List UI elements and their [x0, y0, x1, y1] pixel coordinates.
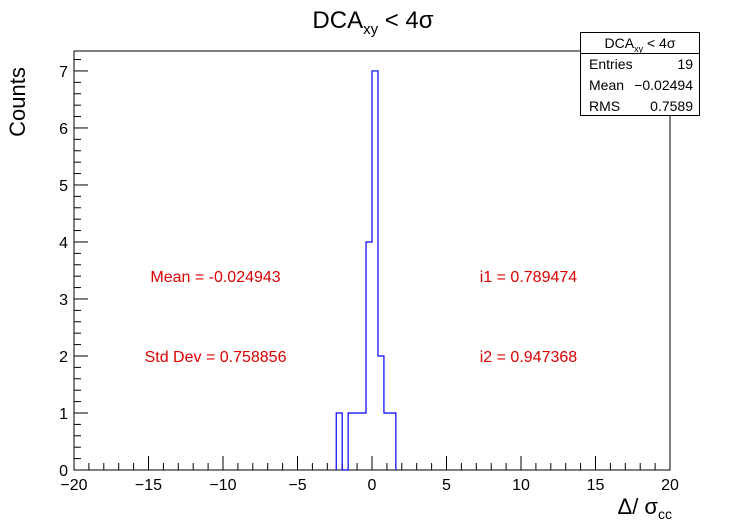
stats-row-rms: RMS 0.7589	[589, 98, 693, 114]
x-axis-label: Δ/ σcc	[618, 494, 673, 522]
y-tick-label: 4	[59, 235, 68, 252]
y-axis-ticks: 0 1 2 3 4 5 6 7	[59, 59, 88, 480]
y-axis-label: Counts	[5, 67, 30, 137]
x-tick-label: 5	[442, 477, 451, 494]
x-axis-ticks: −20 −15 −10 −5 0 5 10 15 20	[60, 456, 679, 494]
x-tick-label: 15	[587, 477, 605, 494]
chart-title: DCAxy < 4σ	[312, 7, 433, 38]
y-tick-label: 0	[59, 463, 68, 480]
y-tick-label: 6	[59, 121, 68, 138]
stats-row-mean: Mean −0.02494	[589, 77, 693, 93]
x-tick-label: −10	[209, 477, 236, 494]
stats-title: DCAxy < 4σ	[581, 33, 699, 54]
x-tick-label: 10	[512, 477, 530, 494]
y-tick-label: 7	[59, 64, 68, 81]
y-tick-label: 2	[59, 349, 68, 366]
x-tick-label: −15	[135, 477, 162, 494]
histogram-series	[335, 70, 397, 471]
stats-row-entries: Entries 19	[589, 56, 693, 72]
annotation-3: i2 = 0.947368	[480, 349, 578, 366]
y-tick-label: 5	[59, 178, 68, 195]
annotations: Mean = -0.024943 Std Dev = 0.758856 i1 = 0…	[145, 269, 578, 366]
x-tick-label: −20	[60, 477, 87, 494]
stats-box: DCAxy < 4σ Entries 19 Mean −0.02494 RMS 0.7…	[580, 32, 700, 116]
annotation-1: Std Dev = 0.758856	[145, 349, 287, 366]
y-tick-label: 3	[59, 292, 68, 309]
annotation-2: i1 = 0.789474	[480, 269, 578, 286]
x-tick-label: 20	[661, 477, 679, 494]
x-tick-label: 0	[368, 477, 377, 494]
y-tick-label: 1	[59, 406, 68, 423]
x-tick-label: −5	[288, 477, 306, 494]
annotation-0: Mean = -0.024943	[150, 269, 280, 286]
